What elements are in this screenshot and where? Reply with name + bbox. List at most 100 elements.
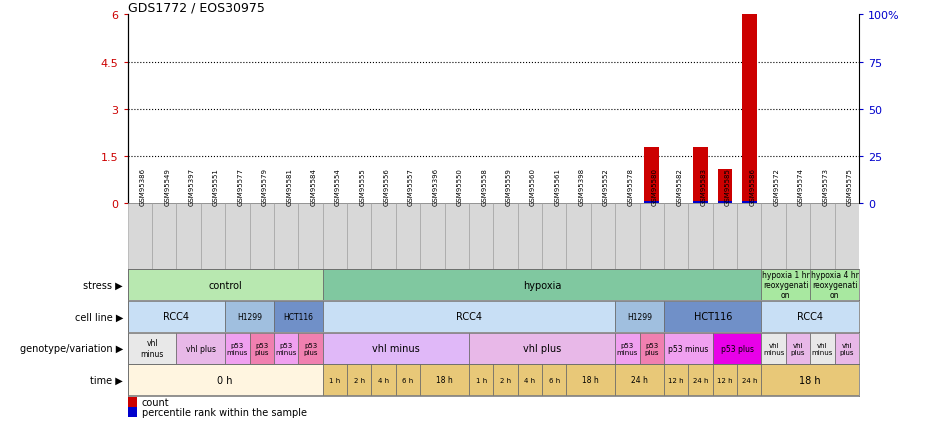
Text: RCC4: RCC4 [164, 312, 189, 322]
Text: GSM95578: GSM95578 [627, 168, 634, 206]
FancyBboxPatch shape [786, 333, 810, 364]
Text: p53 plus: p53 plus [721, 344, 754, 353]
Text: GSM95554: GSM95554 [335, 168, 341, 206]
Bar [693, 148, 708, 204]
Text: hypoxia 4 hr
reoxygenati
on: hypoxia 4 hr reoxygenati on [811, 270, 859, 300]
FancyBboxPatch shape [591, 204, 615, 269]
Text: time ▶: time ▶ [90, 375, 123, 385]
Bar [718, 201, 732, 204]
FancyBboxPatch shape [737, 204, 762, 269]
Text: GSM95552: GSM95552 [603, 168, 609, 206]
Text: GSM95586: GSM95586 [749, 168, 755, 206]
FancyBboxPatch shape [639, 333, 664, 364]
FancyBboxPatch shape [517, 204, 542, 269]
FancyBboxPatch shape [395, 204, 420, 269]
Text: vhl plus: vhl plus [185, 344, 216, 353]
Bar [644, 201, 659, 204]
FancyBboxPatch shape [298, 333, 323, 364]
Text: RCC4: RCC4 [456, 312, 482, 322]
FancyBboxPatch shape [494, 365, 517, 395]
FancyBboxPatch shape [298, 204, 323, 269]
Text: vhl
minus: vhl minus [763, 342, 784, 355]
Text: 24 h: 24 h [631, 375, 648, 385]
Text: 4 h: 4 h [378, 377, 389, 383]
FancyBboxPatch shape [737, 365, 762, 395]
FancyBboxPatch shape [810, 270, 859, 300]
Text: GSM95583: GSM95583 [701, 168, 707, 206]
FancyBboxPatch shape [445, 204, 469, 269]
Text: 2 h: 2 h [354, 377, 365, 383]
Text: 12 h: 12 h [668, 377, 684, 383]
FancyBboxPatch shape [420, 365, 469, 395]
Text: GSM95561: GSM95561 [554, 168, 560, 206]
Text: hypoxia 1 hr
reoxygenati
on: hypoxia 1 hr reoxygenati on [762, 270, 810, 300]
FancyBboxPatch shape [128, 301, 225, 332]
FancyBboxPatch shape [225, 333, 250, 364]
FancyBboxPatch shape [712, 365, 737, 395]
Text: GSM95581: GSM95581 [286, 168, 292, 206]
FancyBboxPatch shape [250, 204, 274, 269]
FancyBboxPatch shape [225, 301, 274, 332]
Text: GSM95580: GSM95580 [652, 168, 657, 206]
FancyBboxPatch shape [639, 204, 664, 269]
FancyBboxPatch shape [469, 204, 494, 269]
FancyBboxPatch shape [712, 333, 762, 364]
Text: H1299: H1299 [627, 312, 652, 321]
Text: HCT116: HCT116 [284, 312, 313, 321]
FancyBboxPatch shape [152, 204, 177, 269]
Text: 24 h: 24 h [742, 377, 757, 383]
Text: GSM95573: GSM95573 [822, 168, 829, 206]
Text: genotype/variation ▶: genotype/variation ▶ [20, 343, 123, 353]
FancyBboxPatch shape [762, 204, 786, 269]
FancyBboxPatch shape [347, 365, 372, 395]
Text: 4 h: 4 h [524, 377, 535, 383]
Text: 18 h: 18 h [799, 375, 821, 385]
Text: GSM95558: GSM95558 [482, 168, 487, 206]
Bar [742, 15, 757, 204]
FancyBboxPatch shape [250, 333, 274, 364]
FancyBboxPatch shape [177, 204, 201, 269]
Text: RCC4: RCC4 [797, 312, 823, 322]
FancyBboxPatch shape [469, 333, 615, 364]
FancyBboxPatch shape [128, 365, 323, 395]
FancyBboxPatch shape [517, 365, 542, 395]
Text: 18 h: 18 h [436, 375, 453, 385]
Text: p53
minus: p53 minus [275, 342, 297, 355]
Text: GSM95572: GSM95572 [774, 168, 780, 206]
FancyBboxPatch shape [689, 365, 712, 395]
FancyBboxPatch shape [469, 365, 494, 395]
FancyBboxPatch shape [762, 270, 810, 300]
Text: p53 minus: p53 minus [668, 344, 709, 353]
FancyBboxPatch shape [615, 333, 639, 364]
Text: vhl
minus: vhl minus [140, 339, 164, 358]
FancyBboxPatch shape [177, 333, 225, 364]
Text: GSM95397: GSM95397 [188, 168, 195, 206]
Text: 18 h: 18 h [583, 375, 599, 385]
Text: 24 h: 24 h [692, 377, 709, 383]
Text: GSM95559: GSM95559 [505, 168, 512, 206]
Text: GSM95549: GSM95549 [165, 168, 170, 206]
FancyBboxPatch shape [323, 301, 615, 332]
Bar [693, 201, 708, 204]
Text: GSM95577: GSM95577 [237, 168, 243, 206]
Text: GSM95585: GSM95585 [725, 168, 731, 206]
FancyBboxPatch shape [201, 204, 225, 269]
Text: GSM95575: GSM95575 [847, 168, 852, 206]
FancyBboxPatch shape [542, 204, 567, 269]
FancyBboxPatch shape [689, 204, 712, 269]
Text: GDS1772 / EOS30975: GDS1772 / EOS30975 [128, 1, 265, 14]
Text: GSM95584: GSM95584 [310, 168, 317, 206]
Text: GSM95386: GSM95386 [140, 168, 146, 206]
Text: p53
plus: p53 plus [644, 342, 659, 355]
FancyBboxPatch shape [274, 333, 298, 364]
FancyBboxPatch shape [274, 301, 323, 332]
FancyBboxPatch shape [786, 204, 810, 269]
Text: 12 h: 12 h [717, 377, 733, 383]
FancyBboxPatch shape [567, 365, 615, 395]
Bar [644, 148, 659, 204]
FancyBboxPatch shape [615, 204, 639, 269]
Text: 2 h: 2 h [500, 377, 511, 383]
Text: GSM95398: GSM95398 [579, 168, 585, 206]
FancyBboxPatch shape [323, 333, 469, 364]
Text: GSM95551: GSM95551 [213, 168, 219, 206]
